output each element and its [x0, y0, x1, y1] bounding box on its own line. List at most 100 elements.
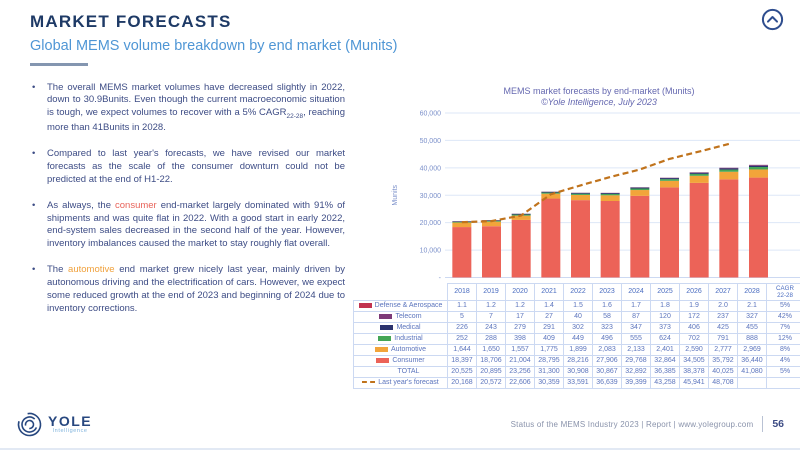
table-cell: 23,256: [506, 366, 535, 377]
table-cell: 243: [477, 322, 506, 333]
table-cell: 20,525: [448, 366, 477, 377]
footer-meta: Status of the MEMS Industry 2023 | Repor…: [511, 416, 784, 432]
yole-spiral-icon: [16, 411, 43, 438]
bar-segment-medical: [719, 168, 738, 169]
table-cell: 2.0: [709, 300, 738, 311]
y-tick-label: 60,000: [420, 110, 442, 117]
subtitle-underline: [30, 63, 88, 66]
table-cell: 373: [651, 322, 680, 333]
bar-segment-medical: [660, 178, 679, 179]
table-cell: 2,777: [709, 344, 738, 355]
table-cell: 41,080: [738, 366, 767, 377]
table-cell: 1,775: [535, 344, 564, 355]
forecast-table: 2018201920202021202220232024202520262027…: [353, 283, 800, 389]
legend-swatch: [362, 381, 375, 383]
table-cell: 8%: [767, 344, 800, 355]
table-cell: 1.5: [564, 300, 593, 311]
row-label: Medical: [354, 322, 448, 333]
table-cell: 1,557: [506, 344, 535, 355]
table-cell: 1.6: [593, 300, 622, 311]
table-cell: 226: [448, 322, 477, 333]
table-cell: 18,397: [448, 355, 477, 366]
bullet-item: As always, the consumer end-market large…: [30, 200, 345, 252]
table-col-header: 2023: [593, 283, 622, 300]
bar-segment-consumer: [512, 219, 531, 277]
table-col-header: 2028: [738, 283, 767, 300]
table-cell: 1.8: [651, 300, 680, 311]
table-row: Consumer18,39718,70621,00428,79528,21627…: [354, 355, 800, 366]
table-header-row: 2018201920202021202220232024202520262027…: [354, 283, 800, 300]
table-cell: 1.9: [680, 300, 709, 311]
table-cell: 1.4: [535, 300, 564, 311]
table-cell: 1,899: [564, 344, 593, 355]
bullet-item: The overall MEMS market volumes have dec…: [30, 82, 345, 135]
chart-title: MEMS market forecasts by end-market (Mun…: [393, 86, 800, 96]
table-cell: 5%: [767, 300, 800, 311]
y-tick-label: 10,000: [420, 247, 442, 254]
table-col-header: 2024: [622, 283, 651, 300]
table-cell: 43,258: [651, 377, 680, 388]
table-cell: 22,606: [506, 377, 535, 388]
bullet-item: The automotive end market grew nicely la…: [30, 264, 345, 316]
row-label: Industrial: [354, 333, 448, 344]
chart-panel: MEMS market forecasts by end-market (Mun…: [353, 82, 800, 389]
table-row: Last year's forecast20,16820,57222,60630…: [354, 377, 800, 388]
logo-wordmark: YOLE: [48, 414, 92, 428]
logo-text-block: YOLE Intelligence: [48, 414, 92, 435]
last-year-forecast-line: [462, 143, 729, 221]
table-col-header: 2022: [564, 283, 593, 300]
row-label: TOTAL: [354, 366, 448, 377]
chevron-up-circle-icon[interactable]: [761, 8, 784, 36]
bar-segment-automotive: [690, 175, 709, 182]
table-col-header: 2019: [477, 283, 506, 300]
table-row: TOTAL20,52520,89523,25631,30030,90830,86…: [354, 366, 800, 377]
table-cell: 30,359: [535, 377, 564, 388]
table-cell: 34,505: [680, 355, 709, 366]
table-cell: 279: [506, 322, 535, 333]
table-cell: 120: [651, 311, 680, 322]
slide-body: The overall MEMS market volumes have dec…: [0, 82, 800, 389]
table-cell: 17: [506, 311, 535, 322]
bar-segment-medical: [630, 187, 649, 188]
legend-swatch: [375, 347, 388, 352]
row-label: Telecom: [354, 311, 448, 322]
bar-segment-industrial: [719, 169, 738, 171]
chart-source: ©Yole Intelligence, July 2023: [393, 97, 800, 107]
table-cell: 33,591: [564, 377, 593, 388]
bar-segment-consumer: [601, 200, 620, 277]
table-corner: [354, 283, 448, 300]
table-row: Automotive1,6441,6501,5571,7751,8992,083…: [354, 344, 800, 355]
table-cell: 172: [680, 311, 709, 322]
bar-segment-automotive: [660, 180, 679, 187]
table-cell: 7: [477, 311, 506, 322]
table-cell: 5: [448, 311, 477, 322]
table-cell: 30,908: [564, 366, 593, 377]
y-tick-label: 50,000: [420, 137, 442, 144]
table-cell: [738, 377, 767, 388]
table-cell: 5%: [767, 366, 800, 377]
table-cell: 1.7: [622, 300, 651, 311]
bar-segment-consumer: [719, 179, 738, 277]
bar-segment-automotive: [749, 169, 768, 177]
table-cell: 302: [564, 322, 593, 333]
table-cell: 32,864: [651, 355, 680, 366]
table-cell: 624: [651, 333, 680, 344]
logo-division: Intelligence: [48, 429, 92, 435]
table-cell: 38,378: [680, 366, 709, 377]
bar-segment-consumer: [541, 198, 560, 277]
table-cell: 35,792: [709, 355, 738, 366]
row-label: Automotive: [354, 344, 448, 355]
table-cell: 252: [448, 333, 477, 344]
table-cell: 2,083: [593, 344, 622, 355]
bar-segment-telecom: [749, 164, 768, 165]
y-tick-label: 30,000: [420, 192, 442, 199]
page-title: MARKET FORECASTS: [30, 12, 770, 32]
bar-segment-automotive: [630, 190, 649, 196]
bullet-item: Compared to last year's forecasts, we ha…: [30, 148, 345, 187]
table-cell: 237: [709, 311, 738, 322]
table-cell: 1.1: [448, 300, 477, 311]
table-cell: 32,892: [622, 366, 651, 377]
bar-segment-industrial: [601, 193, 620, 194]
y-axis-label: Munits: [392, 184, 399, 205]
table-cell: 406: [680, 322, 709, 333]
